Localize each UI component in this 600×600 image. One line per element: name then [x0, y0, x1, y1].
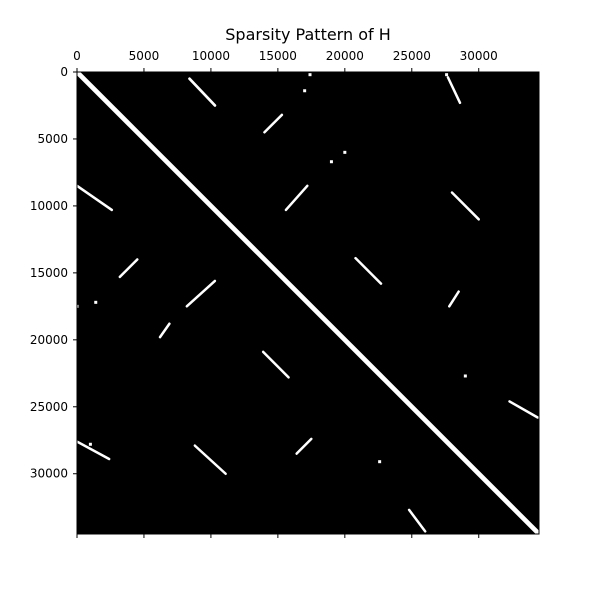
plot-area	[76, 71, 540, 535]
nonzero-point-7	[378, 460, 382, 464]
nonzero-main-diagonal	[77, 72, 539, 534]
y-tick-label: 25000	[30, 400, 68, 414]
nonzero-point-4	[329, 160, 333, 164]
nonzero-band-l	[261, 350, 290, 379]
y-tick-label: 10000	[30, 199, 68, 213]
nonzero-band-c	[263, 113, 284, 134]
nonzero-point-0	[303, 89, 307, 93]
nonzero-band-i	[185, 279, 217, 308]
x-tick-label: 25000	[393, 49, 431, 63]
nonzero-band-j	[448, 290, 460, 308]
x-axis: 0 5000 10000 15000 20000 25000 30000	[73, 49, 498, 538]
nonzero-point-6	[463, 374, 467, 378]
y-tick-label: 15000	[30, 266, 68, 280]
chart-title: Sparsity Pattern of H	[225, 25, 391, 44]
y-tick-label: 20000	[30, 333, 68, 347]
x-tick-label: 15000	[259, 49, 297, 63]
y-tick-label: 0	[60, 65, 68, 79]
y-tick-label: 30000	[30, 467, 68, 481]
nonzero-point-8	[77, 304, 79, 308]
x-tick-label: 0	[73, 49, 81, 63]
nonzero-band-b	[446, 76, 462, 105]
nonzero-band-o	[193, 444, 227, 475]
x-tick-label: 20000	[326, 49, 364, 63]
nonzero-band-d	[77, 184, 114, 212]
nonzero-band-h	[354, 256, 383, 285]
x-tick-label: 30000	[460, 49, 498, 63]
nonzero-point-9	[88, 442, 92, 446]
x-tick-label: 10000	[192, 49, 230, 63]
nonzero-band-q	[407, 508, 427, 533]
nonzero-band-n	[77, 440, 111, 461]
nonzero-band-k	[158, 322, 171, 339]
nonzero-marks	[77, 72, 539, 534]
nonzero-point-2	[445, 73, 449, 77]
nonzero-point-5	[94, 300, 98, 304]
plot-frame	[76, 71, 540, 535]
nonzero-band-p	[295, 437, 313, 455]
nonzero-band-a	[188, 77, 217, 107]
x-tick-label: 5000	[129, 49, 160, 63]
nonzero-band-m	[508, 400, 539, 419]
nonzero-band-f	[450, 191, 480, 221]
nonzero-point-1	[308, 73, 312, 77]
nonzero-band-e	[284, 184, 309, 212]
y-axis: 0 5000 10000 15000 20000 25000 30000	[30, 65, 77, 481]
nonzero-band-g	[118, 258, 139, 279]
nonzero-point-3	[343, 150, 347, 154]
y-tick-label: 5000	[37, 132, 68, 146]
